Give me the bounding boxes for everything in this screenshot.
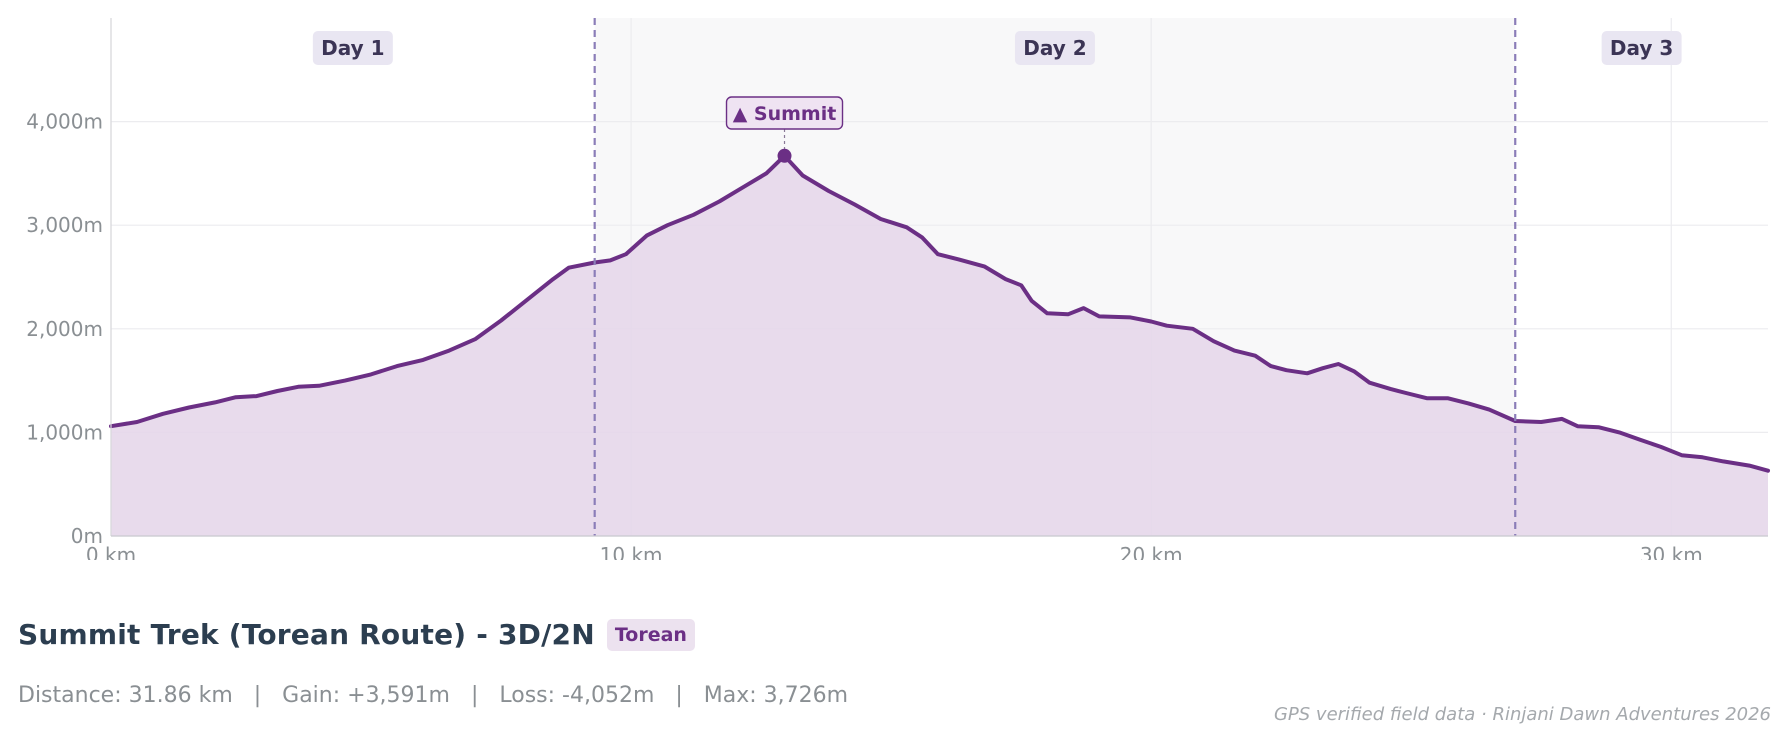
x-tick-label: 10 km (600, 543, 663, 560)
elevation-area (111, 155, 1768, 537)
y-tick-label: 4,000m (26, 110, 103, 134)
x-tick-label: 0 km (86, 543, 136, 560)
y-tick-label: 3,000m (26, 213, 103, 237)
route-badge: Torean (606, 618, 695, 651)
summit-label-box (725, 96, 844, 130)
day-label-bg (312, 31, 393, 65)
y-tick-label: 2,000m (26, 317, 103, 341)
stat-separator: | (253, 683, 262, 708)
chart-title: Summit Trek (Torean Route) - 3D/2N (18, 618, 595, 651)
x-tick-label: 20 km (1120, 543, 1183, 560)
source-note: GPS verified field data · Rinjani Dawn A… (1273, 704, 1771, 725)
day-label: Day 2 (1023, 36, 1086, 60)
day-label-bg (1014, 31, 1095, 65)
summit-label: ▲ Summit (733, 103, 837, 125)
day-label: Day 3 (1610, 36, 1673, 60)
stat-loss: Loss: -4,052m (499, 683, 655, 708)
elevation-line (109, 153, 1770, 473)
day-label: Day 1 (321, 36, 384, 60)
y-tick-label: 0m (71, 524, 103, 548)
footer: Summit Trek (Torean Route) - 3D/2N Torea… (18, 618, 1778, 651)
x-tick-label: 30 km (1640, 543, 1703, 560)
y-tick-label: 1,000m (26, 420, 103, 444)
summit-marker (777, 148, 792, 163)
stat-gain: Gain: +3,591m (282, 683, 450, 708)
stat-separator: | (675, 683, 683, 708)
stat-distance: Distance: 31.86 km (18, 683, 233, 708)
stat-max: Max: 3,726m (703, 683, 849, 708)
stat-separator: | (470, 683, 479, 708)
stats-line: Distance: 31.86 km | Gain: +3,591m | Los… (18, 683, 848, 708)
day-label-bg (1601, 31, 1682, 65)
elevation-profile-chart: 0m 1,000m 2,000m 3,000m 4,000m 0 km 10 km 20 km… (26, 18, 1770, 560)
title-row: Summit Trek (Torean Route) - 3D/2N Torea… (18, 618, 1778, 651)
